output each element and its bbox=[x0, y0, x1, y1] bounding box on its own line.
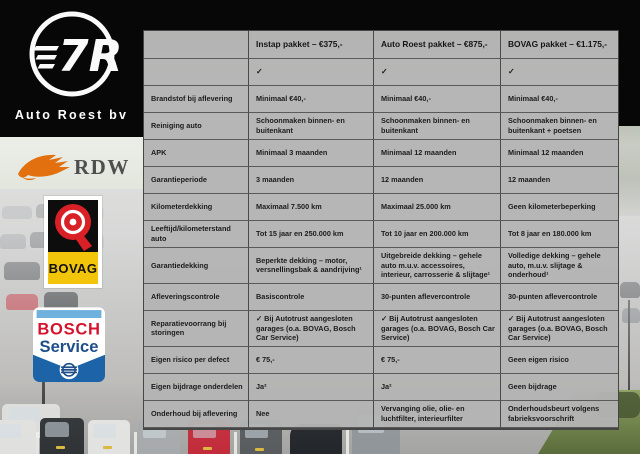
car-shape bbox=[620, 282, 640, 298]
table-cell: 30-punten aflevercontrole bbox=[501, 284, 618, 311]
row-label: Eigen bijdrage onderdelen bbox=[144, 373, 249, 401]
bovag-label: BOVAG bbox=[48, 260, 98, 276]
table-cell: 3 maanden bbox=[249, 167, 374, 194]
table-cell: Geen kilometerbeperking bbox=[501, 194, 618, 221]
table-cell: Geen eigen risico bbox=[501, 347, 618, 374]
table-cell: Ja² bbox=[374, 373, 501, 401]
table-cell: Geen bijdrage bbox=[501, 374, 618, 401]
rdw-logo: RDW bbox=[16, 146, 134, 188]
table-cell: Vervanging olie, olie- en luchtfilter, i… bbox=[374, 400, 501, 428]
column-header-auto-roest: Auto Roest pakket – €875,- bbox=[374, 31, 501, 59]
table-cell: Maximaal 25.000 km bbox=[374, 194, 501, 221]
bovag-label-band: BOVAG bbox=[48, 252, 98, 284]
table-cell: Tot 15 jaar en 250.000 km bbox=[249, 221, 374, 248]
table-cell: 12 maanden bbox=[501, 167, 618, 194]
row-label: Eigen risico per defect bbox=[144, 346, 249, 374]
parking-line bbox=[134, 432, 137, 454]
table-cell: Minimaal 3 maanden bbox=[249, 140, 374, 167]
lamppost bbox=[628, 300, 630, 396]
bovag-emblem-icon bbox=[48, 200, 98, 253]
rdw-label: RDW bbox=[74, 154, 130, 179]
car-shape bbox=[622, 308, 640, 323]
table-cell: Minimaal 12 maanden bbox=[374, 140, 501, 167]
tree-line bbox=[618, 126, 640, 216]
car-shape bbox=[88, 420, 130, 454]
table-cell: Ja² bbox=[249, 373, 374, 401]
car-shape bbox=[0, 234, 26, 249]
svg-text:7R: 7R bbox=[58, 31, 122, 82]
parking-line bbox=[36, 432, 39, 454]
table-cell: Beperkte dekking – motor, versnellingsba… bbox=[249, 248, 374, 284]
table-cell: Minimaal 12 maanden bbox=[501, 140, 618, 167]
column-header bbox=[144, 31, 249, 59]
car-shape bbox=[40, 418, 84, 454]
table-cell: ✓ Bij Autotrust aangesloten garages (o.a… bbox=[501, 311, 618, 347]
car-shape bbox=[4, 262, 40, 280]
table-cell: Schoonmaken binnen- en buitenkant + poet… bbox=[501, 113, 618, 140]
row-label bbox=[144, 59, 249, 86]
bosch-service-icon: BOSCH Service bbox=[33, 307, 105, 383]
company-name: Auto Roest bv bbox=[14, 108, 129, 122]
check-icon: ✓ bbox=[501, 59, 618, 86]
bovag-logo: BOVAG bbox=[44, 196, 102, 288]
row-label: Garantieperiode bbox=[144, 167, 249, 194]
table-cell: Maximaal 7.500 km bbox=[249, 194, 374, 221]
parking-line bbox=[234, 432, 237, 454]
svg-text:BOSCH: BOSCH bbox=[37, 320, 100, 339]
row-label: Garantiedekking bbox=[144, 248, 249, 284]
row-label: Leeftijd/kilometerstand auto bbox=[144, 221, 249, 248]
auto-roest-monogram-icon: 7R bbox=[29, 11, 122, 97]
table-cell: € 75,- bbox=[249, 346, 374, 374]
table-cell: Onderhoudsbeurt volgens fabrieksvoorschr… bbox=[501, 401, 618, 428]
table-cell: 30-punten aflevercontrole bbox=[374, 283, 501, 311]
right-black-bar bbox=[619, 0, 640, 126]
check-icon: ✓ bbox=[374, 59, 501, 86]
table-cell: Basiscontrole bbox=[249, 283, 374, 311]
table-cell: Minimaal €40,- bbox=[501, 86, 618, 113]
table-cell: ✓ Bij Autotrust aangesloten garages (o.a… bbox=[374, 310, 501, 347]
table-cell: Minimaal €40,- bbox=[249, 86, 374, 113]
table-cell: ✓ Bij Autotrust aangesloten garages (o.a… bbox=[249, 310, 374, 347]
table-cell: Tot 10 jaar en 200.000 km bbox=[374, 221, 501, 248]
row-label: Onderhoud bij aflevering bbox=[144, 400, 249, 428]
column-header-bovag: BOVAG pakket – €1.175,- bbox=[501, 31, 618, 59]
row-label: APK bbox=[144, 140, 249, 167]
column-header-instap: Instap pakket – €375,- bbox=[249, 31, 374, 59]
table-cell: Nee bbox=[249, 400, 374, 428]
table-cell: € 75,- bbox=[374, 346, 501, 374]
car-shape bbox=[2, 206, 32, 219]
table-cell: Schoonmaken binnen- en buitenkant bbox=[249, 113, 374, 140]
row-label: Brandstof bij aflevering bbox=[144, 86, 249, 113]
rdw-eagle-icon bbox=[18, 154, 70, 181]
table-cell: Volledige dekking – gehele auto, m.u.v. … bbox=[501, 248, 618, 284]
table-cell: 12 maanden bbox=[374, 167, 501, 194]
table-cell: Schoonmaken binnen- en buitenkant bbox=[374, 113, 501, 140]
row-label: Kilometerdekking bbox=[144, 194, 249, 221]
table-cell: Tot 8 jaar en 180.000 km bbox=[501, 221, 618, 248]
row-label: Reparatievoorrang bij storingen bbox=[144, 310, 249, 347]
row-label: Reiniging auto bbox=[144, 113, 249, 140]
row-label: Afleveringscontrole bbox=[144, 283, 249, 311]
bosch-service-logo: BOSCH Service bbox=[33, 307, 105, 383]
table-cell: Minimaal €40,- bbox=[374, 86, 501, 113]
auto-roest-logo-panel: 7R Auto Roest bv bbox=[0, 0, 143, 137]
svg-text:Service: Service bbox=[40, 337, 99, 356]
parking-line bbox=[346, 430, 349, 454]
table-cell: Uitgebreide dekking – gehele auto m.u.v.… bbox=[374, 248, 501, 284]
car-shape bbox=[0, 420, 36, 454]
package-comparison-table: Instap pakket – €375,- Auto Roest pakket… bbox=[143, 30, 619, 430]
check-icon: ✓ bbox=[249, 59, 374, 86]
